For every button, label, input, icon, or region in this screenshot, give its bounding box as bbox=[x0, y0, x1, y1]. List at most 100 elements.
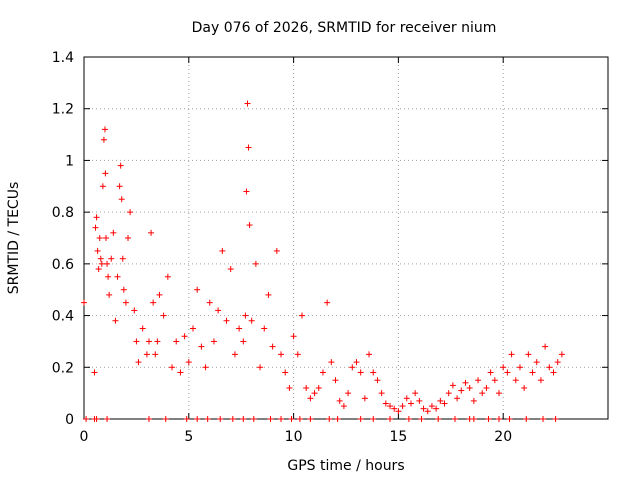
data-point bbox=[451, 416, 458, 422]
data-point bbox=[420, 405, 427, 412]
data-point bbox=[405, 416, 412, 422]
data-point bbox=[273, 247, 280, 254]
data-point bbox=[152, 351, 159, 358]
data-point bbox=[202, 364, 209, 371]
y-tick-label: 1 bbox=[65, 153, 74, 169]
data-point bbox=[387, 416, 394, 422]
data-point bbox=[248, 317, 255, 324]
data-point bbox=[483, 384, 490, 391]
data-point bbox=[148, 229, 155, 236]
y-tick-label: 0 bbox=[65, 412, 74, 428]
data-point bbox=[104, 416, 111, 422]
data-point bbox=[150, 299, 157, 306]
data-point bbox=[315, 384, 322, 391]
data-point bbox=[81, 299, 87, 306]
data-point bbox=[508, 351, 515, 358]
data-point bbox=[99, 183, 106, 190]
data-point bbox=[554, 359, 561, 366]
data-point bbox=[353, 359, 360, 366]
data-point bbox=[542, 343, 549, 350]
data-point bbox=[296, 416, 303, 422]
data-point bbox=[470, 416, 477, 422]
data-point bbox=[374, 377, 381, 384]
data-point bbox=[177, 369, 184, 376]
grid-lines bbox=[84, 57, 608, 419]
data-point bbox=[181, 333, 188, 340]
data-point bbox=[437, 397, 444, 404]
data-point bbox=[441, 400, 448, 407]
data-point bbox=[100, 136, 107, 143]
data-point bbox=[94, 247, 101, 254]
x-tick-label: 20 bbox=[494, 429, 512, 445]
data-point bbox=[537, 377, 544, 384]
data-point bbox=[470, 397, 477, 404]
data-point bbox=[223, 317, 230, 324]
data-point bbox=[399, 403, 406, 410]
data-point bbox=[370, 369, 377, 376]
data-point bbox=[462, 379, 469, 386]
data-point bbox=[357, 416, 364, 422]
plot-frame bbox=[83, 56, 609, 420]
data-point bbox=[242, 312, 249, 319]
data-point bbox=[102, 170, 109, 177]
data-point bbox=[269, 343, 276, 350]
data-point bbox=[252, 260, 259, 267]
data-point bbox=[231, 351, 238, 358]
data-point bbox=[133, 338, 140, 345]
data-point bbox=[303, 384, 310, 391]
data-point bbox=[169, 364, 176, 371]
data-point bbox=[366, 351, 373, 358]
data-point bbox=[112, 317, 119, 324]
data-point bbox=[131, 307, 138, 314]
data-point bbox=[119, 255, 126, 262]
data-point bbox=[395, 408, 402, 415]
data-point bbox=[326, 416, 333, 422]
data-point bbox=[91, 369, 98, 376]
data-point bbox=[311, 390, 318, 397]
data-point bbox=[428, 403, 435, 410]
data-point bbox=[93, 416, 100, 422]
data-point bbox=[122, 299, 129, 306]
data-point bbox=[194, 416, 201, 422]
data-point bbox=[114, 273, 121, 280]
data-point bbox=[307, 395, 314, 402]
x-tick-label: 5 bbox=[184, 429, 193, 445]
y-axis-label: SRMTID / TECUs bbox=[6, 182, 22, 295]
data-point bbox=[294, 351, 301, 358]
data-point bbox=[500, 364, 507, 371]
data-point bbox=[219, 247, 226, 254]
data-point bbox=[516, 364, 523, 371]
data-point bbox=[336, 397, 343, 404]
data-point bbox=[97, 255, 104, 262]
data-point bbox=[261, 325, 268, 332]
data-point bbox=[118, 196, 125, 203]
data-point bbox=[204, 416, 211, 422]
data-point bbox=[206, 299, 213, 306]
data-point bbox=[466, 384, 473, 391]
data-point bbox=[173, 338, 180, 345]
data-point bbox=[125, 235, 132, 241]
data-point bbox=[328, 359, 335, 366]
data-point bbox=[120, 286, 127, 293]
data-point bbox=[332, 377, 339, 384]
data-point bbox=[298, 312, 305, 319]
data-point bbox=[198, 343, 205, 350]
data-point bbox=[378, 390, 385, 397]
data-point bbox=[162, 416, 169, 422]
data-point bbox=[435, 416, 442, 422]
data-point bbox=[370, 416, 377, 422]
data-point bbox=[282, 369, 289, 376]
data-point bbox=[278, 351, 285, 358]
data-point bbox=[215, 307, 222, 314]
data-point bbox=[98, 260, 105, 267]
y-tick-label: 1.4 bbox=[52, 50, 74, 66]
data-point bbox=[160, 312, 167, 319]
data-point bbox=[533, 359, 540, 366]
data-point bbox=[156, 291, 163, 298]
data-point bbox=[240, 338, 247, 345]
data-point bbox=[454, 395, 461, 402]
data-point bbox=[475, 377, 482, 384]
data-point bbox=[525, 351, 532, 358]
data-point bbox=[116, 183, 123, 190]
